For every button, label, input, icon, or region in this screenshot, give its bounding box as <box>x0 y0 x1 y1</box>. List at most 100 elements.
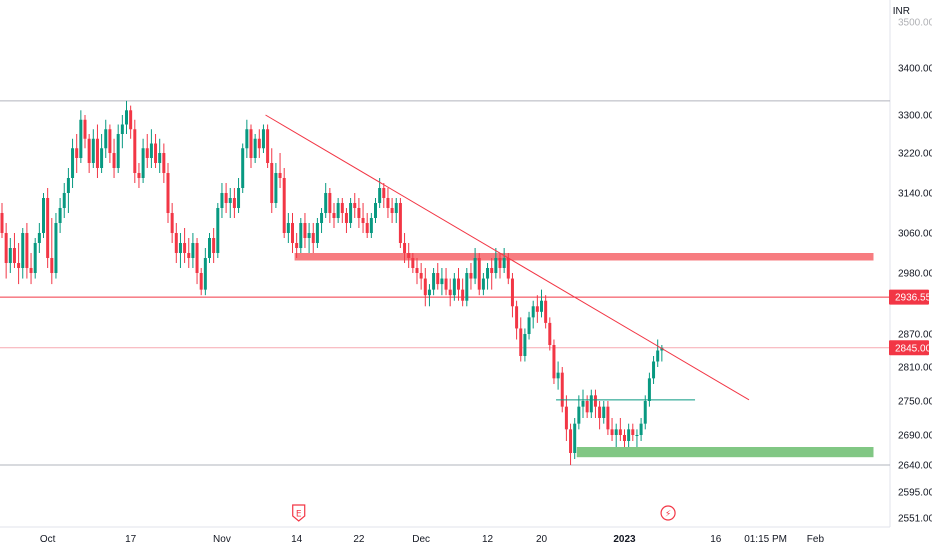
candle-47[interactable] <box>195 243 199 273</box>
candle-35[interactable] <box>145 148 149 158</box>
candle-136[interactable] <box>564 406 568 430</box>
candle-135[interactable] <box>560 372 564 407</box>
candle-53[interactable] <box>220 193 224 208</box>
candle-11[interactable] <box>46 198 50 258</box>
dividend-marker-icon[interactable] <box>660 505 676 521</box>
candle-69[interactable] <box>286 223 290 233</box>
candle-80[interactable] <box>332 213 336 218</box>
candle-61[interactable] <box>253 138 257 158</box>
candle-156[interactable] <box>647 378 651 401</box>
candle-76[interactable] <box>315 223 319 243</box>
candle-118[interactable] <box>490 268 494 273</box>
candle-157[interactable] <box>652 361 656 379</box>
candle-79[interactable] <box>328 193 332 213</box>
candle-1[interactable] <box>4 233 8 263</box>
candle-19[interactable] <box>79 119 83 158</box>
candle-98[interactable] <box>407 253 411 258</box>
candle-7[interactable] <box>29 268 33 273</box>
candle-37[interactable] <box>154 143 158 164</box>
candle-17[interactable] <box>71 148 75 178</box>
candle-87[interactable] <box>361 218 365 223</box>
candle-24[interactable] <box>100 148 104 168</box>
candle-107[interactable] <box>444 278 448 290</box>
candle-143[interactable] <box>593 395 597 407</box>
candle-151[interactable] <box>627 429 631 441</box>
candle-104[interactable] <box>432 273 436 290</box>
candle-40[interactable] <box>166 173 170 213</box>
candle-89[interactable] <box>369 218 373 233</box>
candle-43[interactable] <box>178 243 182 253</box>
candle-9[interactable] <box>37 233 41 243</box>
candle-31[interactable] <box>129 110 133 130</box>
candle-38[interactable] <box>158 153 162 163</box>
candle-142[interactable] <box>589 395 593 413</box>
candle-121[interactable] <box>502 258 506 268</box>
candle-99[interactable] <box>411 258 415 268</box>
candle-4[interactable] <box>17 263 21 268</box>
candle-103[interactable] <box>427 289 431 296</box>
candle-2[interactable] <box>8 248 12 263</box>
candle-110[interactable] <box>457 278 460 290</box>
trendline-0[interactable] <box>265 114 750 401</box>
candle-100[interactable] <box>415 268 419 273</box>
candle-8[interactable] <box>33 243 37 273</box>
candle-159[interactable] <box>660 347 664 351</box>
candle-122[interactable] <box>506 258 510 279</box>
candle-139[interactable] <box>577 406 581 424</box>
candle-54[interactable] <box>224 193 228 203</box>
candle-51[interactable] <box>212 238 216 253</box>
candle-155[interactable] <box>643 401 647 424</box>
candle-114[interactable] <box>473 258 477 279</box>
candle-71[interactable] <box>295 243 299 248</box>
candle-26[interactable] <box>108 129 112 153</box>
candle-36[interactable] <box>149 143 153 159</box>
candle-48[interactable] <box>199 273 203 290</box>
candle-44[interactable] <box>183 243 187 253</box>
candle-144[interactable] <box>598 406 602 418</box>
candle-45[interactable] <box>187 253 191 258</box>
candle-102[interactable] <box>423 278 427 296</box>
candle-72[interactable] <box>299 223 303 248</box>
candle-30[interactable] <box>125 110 128 125</box>
candle-0[interactable] <box>0 213 4 233</box>
candle-68[interactable] <box>282 178 286 233</box>
candle-13[interactable] <box>54 223 58 273</box>
candle-25[interactable] <box>104 129 108 149</box>
candle-70[interactable] <box>291 223 294 243</box>
candle-16[interactable] <box>66 178 70 193</box>
candle-23[interactable] <box>95 138 99 168</box>
candle-152[interactable] <box>631 429 635 435</box>
candle-113[interactable] <box>469 273 473 279</box>
candle-91[interactable] <box>378 188 382 203</box>
candle-84[interactable] <box>349 203 353 223</box>
candle-14[interactable] <box>58 208 62 223</box>
candle-5[interactable] <box>21 233 25 268</box>
candle-125[interactable] <box>519 328 523 356</box>
candle-115[interactable] <box>477 258 481 290</box>
candle-28[interactable] <box>116 134 120 168</box>
candle-56[interactable] <box>232 198 236 208</box>
candle-50[interactable] <box>208 238 211 258</box>
candle-158[interactable] <box>656 350 660 362</box>
candle-94[interactable] <box>390 208 394 213</box>
candle-153[interactable] <box>635 435 639 436</box>
candle-21[interactable] <box>87 138 91 163</box>
candle-3[interactable] <box>12 248 16 263</box>
candle-96[interactable] <box>398 203 402 243</box>
candle-127[interactable] <box>527 317 531 334</box>
earnings-marker-icon[interactable] <box>292 504 306 522</box>
candle-111[interactable] <box>461 289 465 301</box>
candle-116[interactable] <box>481 278 485 290</box>
candle-73[interactable] <box>303 223 307 238</box>
candle-15[interactable] <box>62 193 66 208</box>
candle-59[interactable] <box>245 129 249 149</box>
candle-150[interactable] <box>623 435 626 441</box>
candle-39[interactable] <box>162 153 166 173</box>
candle-55[interactable] <box>228 198 232 203</box>
zone-0[interactable] <box>294 253 874 261</box>
candle-63[interactable] <box>261 129 265 149</box>
candle-62[interactable] <box>257 138 261 149</box>
candle-27[interactable] <box>112 153 116 168</box>
candle-154[interactable] <box>639 423 643 435</box>
